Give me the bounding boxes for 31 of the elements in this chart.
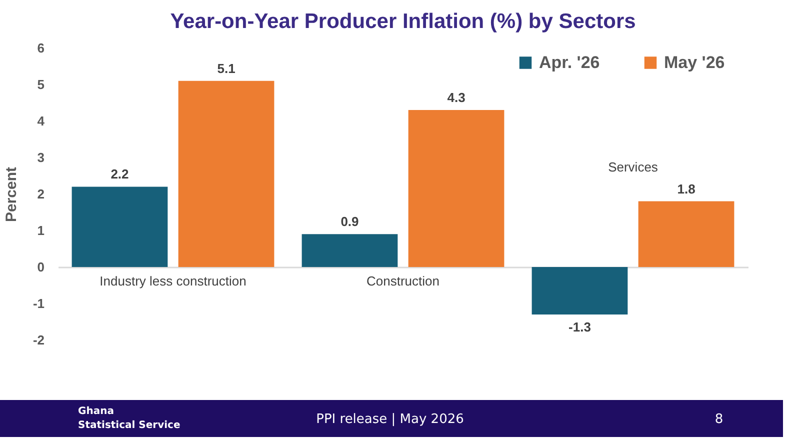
legend-label: May '26 [664,52,725,72]
y-tick-label: 6 [37,40,44,56]
data-label: 4.3 [447,90,466,106]
y-tick-label: 0 [37,260,44,274]
bar [178,80,274,267]
x-tick-label: Services [608,160,658,174]
bar [532,267,628,314]
bar [638,201,734,267]
y-axis-title: Percent [2,166,20,222]
y-tick-label: -2 [32,332,44,348]
text: Ghana Statistical Service [78,406,180,431]
y-tick-label: 4 [37,114,46,128]
y-tick-label: 3 [37,150,44,165]
bar [302,234,398,267]
x-tick-label: Construction [366,274,440,288]
chart-title: Year-on-Year Producer Inflation (%) by Sectors [170,10,636,33]
bar [408,110,504,267]
text: PPI release | May 2026 [316,412,464,427]
legend-label: Apr. '26 [539,52,600,72]
data-label: 2.2 [110,166,129,182]
bar [72,186,168,267]
y-tick-label: 2 [37,186,44,202]
data-label: 1.8 [677,181,696,196]
y-tick-label: 1 [37,223,44,238]
data-label: 5.1 [217,60,236,76]
y-tick-label: -1 [32,296,44,311]
data-label: 0.9 [340,214,359,230]
y-tick-label: 5 [37,77,44,92]
text: 8 [714,412,724,427]
data-label: -1.3 [568,319,591,334]
x-tick-label: Industry less construction [100,274,246,288]
